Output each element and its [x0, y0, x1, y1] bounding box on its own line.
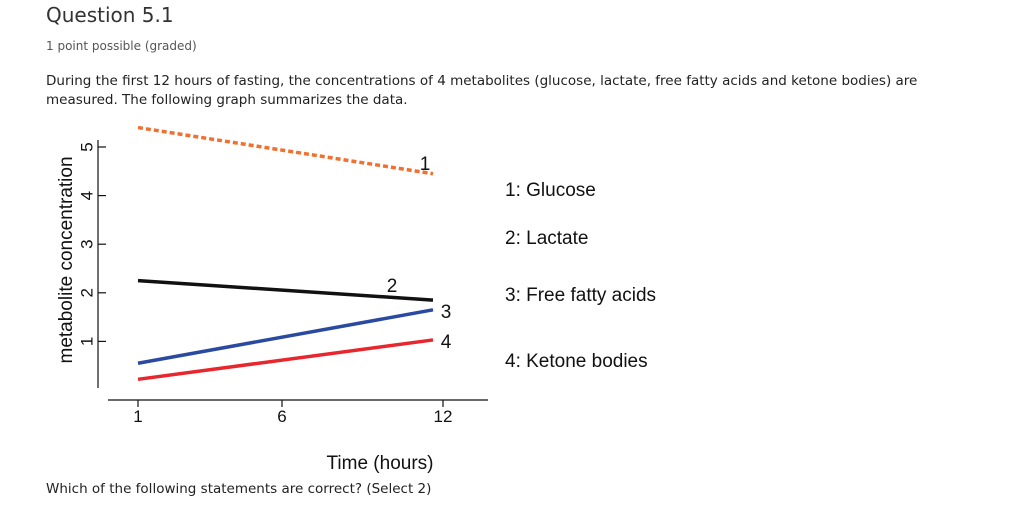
series-line-2	[137, 278, 434, 302]
chart-axes	[97, 140, 488, 401]
series-label-3: 3	[441, 302, 452, 323]
legend-entry-4: 4: Ketone bodies	[505, 351, 648, 372]
y-axis-label: metabolite concentration	[56, 156, 77, 363]
legend-entry-2: 2: Lactate	[505, 228, 588, 249]
x-ticks: 1 6 12	[133, 400, 452, 426]
series-labels: 1 2 3 4	[387, 154, 452, 353]
series-label-1: 1	[420, 154, 431, 175]
series-line-1	[137, 125, 434, 176]
chart-legend: 1: Glucose 2: Lactate 3: Free fatty acids 4…	[505, 180, 656, 372]
y-tick-label: 3	[77, 239, 96, 248]
series-label-2: 2	[387, 276, 398, 297]
question-instruction: Which of the following statements are co…	[46, 481, 432, 497]
series-line-3	[137, 308, 434, 365]
chart-series	[137, 125, 434, 382]
question-prompt: During the first 12 hours of fasting, th…	[46, 73, 918, 108]
x-tick-label: 6	[277, 407, 286, 426]
y-tick-label: 4	[77, 191, 96, 200]
legend-entry-3: 3: Free fatty acids	[505, 285, 656, 306]
y-tick-label: 1	[77, 337, 96, 346]
legend-entry-1: 1: Glucose	[505, 180, 596, 201]
x-tick-label: 1	[133, 407, 142, 426]
y-tick-label: 2	[77, 288, 96, 297]
y-ticks: 1 2 3 4 5	[77, 142, 106, 346]
series-line-4	[137, 338, 434, 382]
series-label-4: 4	[441, 332, 452, 353]
question-title: Question 5.1	[46, 3, 174, 27]
x-axis-label: Time (hours)	[327, 453, 434, 474]
x-tick-label: 12	[434, 407, 453, 426]
points-info: 1 point possible (graded)	[46, 39, 197, 53]
y-tick-label: 5	[77, 142, 96, 151]
